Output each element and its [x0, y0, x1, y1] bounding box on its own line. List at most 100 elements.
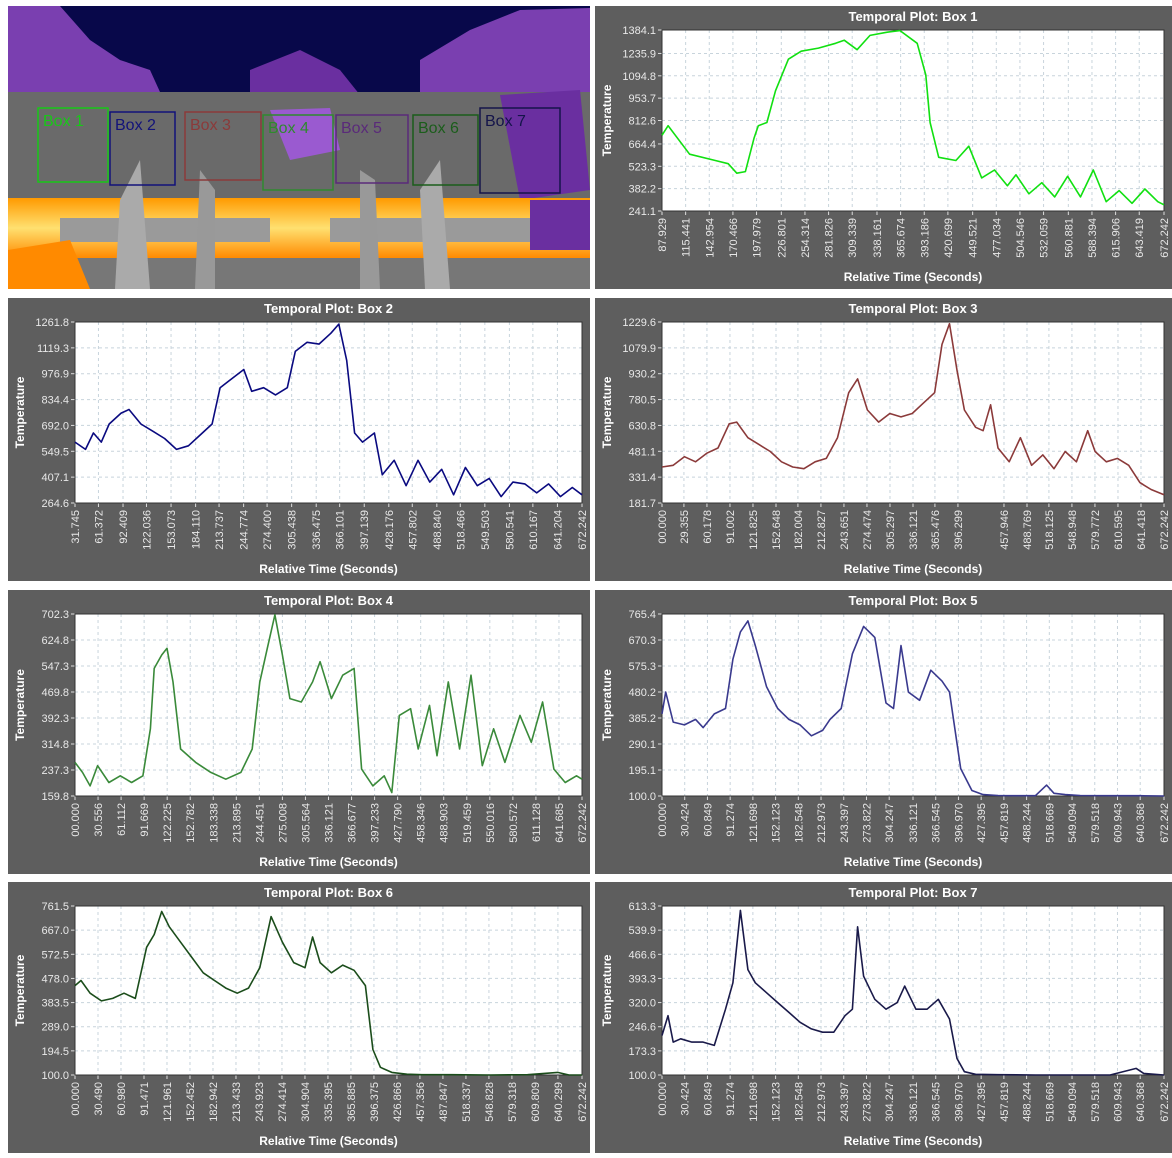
x-tick-label: 30.424: [680, 803, 692, 837]
x-tick-label: 580.541: [504, 510, 516, 550]
y-tick-label: 289.0: [41, 1022, 69, 1034]
plot-area: [662, 30, 1164, 211]
y-tick-label: 237.3: [41, 765, 69, 777]
x-tick-label: 87.929: [657, 218, 669, 252]
x-tick-label: 60.178: [702, 510, 714, 544]
x-tick-label: 397.139: [359, 510, 371, 550]
y-tick-label: 624.8: [41, 635, 69, 647]
x-tick-label: 518.337: [461, 1082, 473, 1122]
box-label: Box 3: [190, 117, 231, 134]
x-tick-label: 30.556: [93, 803, 105, 837]
chart-panel: Temporal Plot: Box 2 264.6 407.1 549.5 692.0…: [8, 298, 590, 581]
x-tick-label: 212.827: [816, 510, 828, 550]
x-tick-label: 393.186: [919, 218, 931, 258]
y-tick-label: 547.3: [41, 661, 69, 673]
x-tick-label: 305.297: [885, 510, 897, 550]
y-tick-label: 930.2: [628, 369, 656, 381]
box-label: Box 6: [418, 120, 459, 137]
y-tick-label: 630.8: [628, 420, 656, 432]
y-tick-label: 667.0: [41, 925, 69, 937]
x-tick-label: 61.372: [93, 510, 105, 544]
x-tick-label: 244.774: [239, 510, 251, 550]
x-tick-label: 243.923: [254, 1082, 266, 1122]
y-tick-label: 466.6: [628, 949, 656, 961]
x-tick-label: 182.548: [793, 803, 805, 843]
x-tick-label: 518.669: [1044, 803, 1056, 843]
x-tick-label: 61.112: [116, 803, 128, 836]
y-axis-label: Temperature: [600, 954, 614, 1026]
x-tick-label: 121.698: [748, 1082, 760, 1122]
x-tick-label: 396.375: [369, 1082, 381, 1122]
y-tick-label: 780.5: [628, 395, 656, 407]
x-tick-label: 579.772: [1090, 510, 1102, 550]
x-tick-label: 609.943: [1112, 1082, 1124, 1122]
data-line: [661, 29, 1165, 206]
chart-title: Temporal Plot: Box 2: [264, 301, 393, 316]
x-axis-label: Relative Time (Seconds): [844, 1134, 983, 1148]
y-tick-label: 1384.1: [622, 25, 656, 37]
roi-box: [335, 114, 409, 184]
x-tick-label: 672.242: [577, 1082, 589, 1122]
roi-box: [37, 107, 109, 183]
x-tick-label: 548.948: [1067, 510, 1079, 550]
x-tick-label: 275.008: [277, 803, 289, 843]
x-tick-label: 365.674: [896, 218, 908, 258]
y-tick-label: 407.1: [41, 472, 69, 484]
x-tick-label: 397.233: [370, 803, 382, 843]
y-tick-label: 469.8: [41, 687, 69, 699]
chart-panel: Temporal Plot: Box 7 100.0 173.3 246.6 320.0…: [595, 882, 1172, 1153]
plot-area: [75, 322, 582, 503]
y-axis-label: Temperature: [600, 84, 614, 156]
x-tick-label: 672.242: [1159, 510, 1171, 550]
x-tick-label: 152.123: [771, 1082, 783, 1122]
chart-title: Temporal Plot: Box 5: [848, 593, 977, 608]
y-tick-label: 290.1: [628, 739, 656, 751]
x-tick-label: 00.000: [657, 510, 669, 544]
y-tick-label: 241.1: [628, 206, 656, 218]
x-tick-label: 30.424: [680, 1082, 692, 1116]
x-tick-label: 549.094: [1067, 803, 1079, 843]
x-tick-label: 305.564: [300, 803, 312, 843]
x-tick-label: 336.121: [324, 803, 336, 843]
y-axis-label: Temperature: [600, 669, 614, 741]
y-tick-label: 478.0: [41, 973, 69, 985]
x-tick-label: 31.745: [70, 510, 82, 544]
x-tick-label: 643.419: [1134, 218, 1146, 258]
x-tick-label: 532.059: [1039, 218, 1051, 258]
x-tick-label: 00.000: [657, 1082, 669, 1116]
x-tick-label: 641.204: [552, 510, 564, 550]
x-tick-label: 488.903: [439, 803, 451, 843]
x-tick-label: 610.167: [528, 510, 540, 550]
y-tick-label: 523.3: [628, 161, 656, 173]
x-tick-label: 641.418: [1136, 510, 1148, 550]
x-tick-label: 152.123: [771, 803, 783, 843]
x-tick-label: 274.414: [277, 1082, 289, 1122]
x-tick-label: 366.545: [931, 803, 943, 843]
x-tick-label: 121.698: [748, 803, 760, 843]
chart-panel: Temporal Plot: Box 1 241.1 382.2 523.3 664.4…: [595, 6, 1172, 289]
x-tick-label: 611.128: [531, 803, 543, 842]
chart-panel: Temporal Plot: Box 3 181.7 331.4 481.1 630.8…: [595, 298, 1172, 581]
x-tick-label: 29.355: [679, 510, 691, 544]
x-tick-label: 588.394: [1087, 218, 1099, 258]
x-tick-label: 457.819: [999, 803, 1011, 843]
data-line: [661, 322, 1165, 496]
y-tick-label: 181.7: [628, 498, 656, 510]
x-tick-label: 60.849: [702, 803, 714, 837]
x-tick-label: 152.648: [771, 510, 783, 550]
y-tick-label: 1261.8: [35, 317, 69, 329]
y-tick-label: 549.5: [41, 446, 69, 458]
y-tick-label: 195.1: [628, 765, 656, 777]
x-tick-label: 488.244: [1022, 803, 1034, 843]
x-tick-label: 365.476: [930, 510, 942, 550]
y-axis-label: Temperature: [13, 376, 27, 448]
x-tick-label: 641.685: [554, 803, 566, 843]
x-tick-label: 672.242: [1159, 218, 1171, 258]
y-axis-label: Temperature: [600, 376, 614, 448]
x-tick-label: 152.452: [185, 1082, 197, 1122]
chart-panel: Temporal Plot: Box 5 100.0 195.1 290.1 385.2…: [595, 590, 1172, 874]
x-tick-label: 336.121: [908, 1082, 920, 1122]
y-tick-label: 331.4: [628, 472, 656, 484]
data-line: [74, 614, 583, 794]
